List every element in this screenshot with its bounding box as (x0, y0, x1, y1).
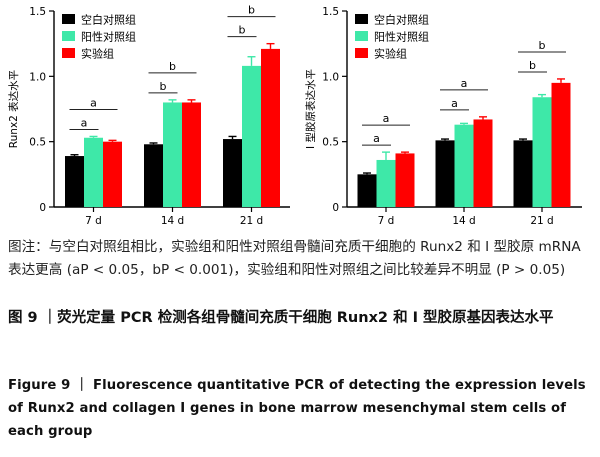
significance-label: a (90, 96, 97, 109)
bar (454, 124, 474, 207)
legend-swatch (355, 31, 368, 41)
significance-label: b (539, 39, 546, 52)
y-tick-label: 1.5 (29, 6, 46, 18)
bar (551, 82, 571, 207)
y-axis-label: Ⅰ 型胶原表达水平 (304, 69, 317, 149)
bar (473, 119, 493, 207)
significance-label: a (81, 116, 88, 129)
bar (435, 140, 455, 207)
bar (163, 102, 182, 207)
x-tick-label: 14 d (452, 215, 475, 227)
x-tick-label: 7 d (378, 215, 395, 227)
legend-label: 空白对照组 (374, 13, 429, 27)
figure-title-cn: 图 9 ｜荧光定量 PCR 检测各组骨髓间充质干细胞 Runx2 和 Ⅰ 型胶原… (8, 310, 554, 326)
legend-swatch (62, 31, 75, 41)
bar (242, 65, 261, 207)
legend-swatch (62, 48, 75, 58)
bar (65, 156, 84, 207)
legend-swatch (62, 14, 75, 24)
y-tick-label: 0.5 (29, 137, 46, 149)
legend-label: 实验组 (374, 47, 407, 61)
significance-label: b (529, 59, 536, 72)
significance-label: a (373, 132, 380, 145)
significance-label: b (169, 60, 176, 73)
bar (395, 153, 415, 207)
y-tick-label: 1.0 (322, 71, 339, 83)
bar (261, 48, 280, 207)
legend-label: 空白对照组 (81, 13, 136, 27)
bar (182, 102, 201, 207)
significance-label: a (461, 77, 468, 90)
legend-swatch (355, 14, 368, 24)
significance-label: b (239, 24, 246, 37)
significance-label: b (160, 80, 167, 93)
x-tick-label: 14 d (161, 215, 184, 227)
figure-title-en: Figure 9 ｜ Fluorescence quantitative PCR… (8, 378, 586, 439)
bar (144, 144, 163, 207)
y-tick-label: 0 (39, 202, 46, 214)
significance-label: a (383, 112, 390, 125)
significance-label: a (451, 97, 458, 110)
bar (103, 141, 122, 207)
significance-label: b (248, 4, 255, 17)
bar (513, 140, 533, 207)
bar (532, 97, 552, 207)
y-tick-label: 1.5 (322, 6, 339, 18)
legend-label: 阳性对照组 (374, 30, 429, 44)
legend-label: 实验组 (81, 47, 114, 61)
legend-swatch (355, 48, 368, 58)
bar (357, 174, 377, 207)
bar (376, 159, 396, 207)
x-tick-label: 21 d (240, 215, 263, 227)
y-tick-label: 0.5 (322, 137, 339, 149)
y-tick-label: 1.0 (29, 71, 46, 83)
legend-label: 阳性对照组 (81, 30, 136, 44)
x-tick-label: 21 d (530, 215, 553, 227)
y-tick-label: 0 (332, 202, 339, 214)
bar (223, 139, 242, 207)
x-tick-label: 7 d (85, 215, 102, 227)
y-axis-label: Runx2 表达水平 (7, 70, 20, 148)
bar (84, 137, 103, 207)
figure-note: 图注：与空白对照组相比，实验组和阳性对照组骨髓间充质干细胞的 Runx2 和 Ⅰ… (8, 239, 581, 278)
